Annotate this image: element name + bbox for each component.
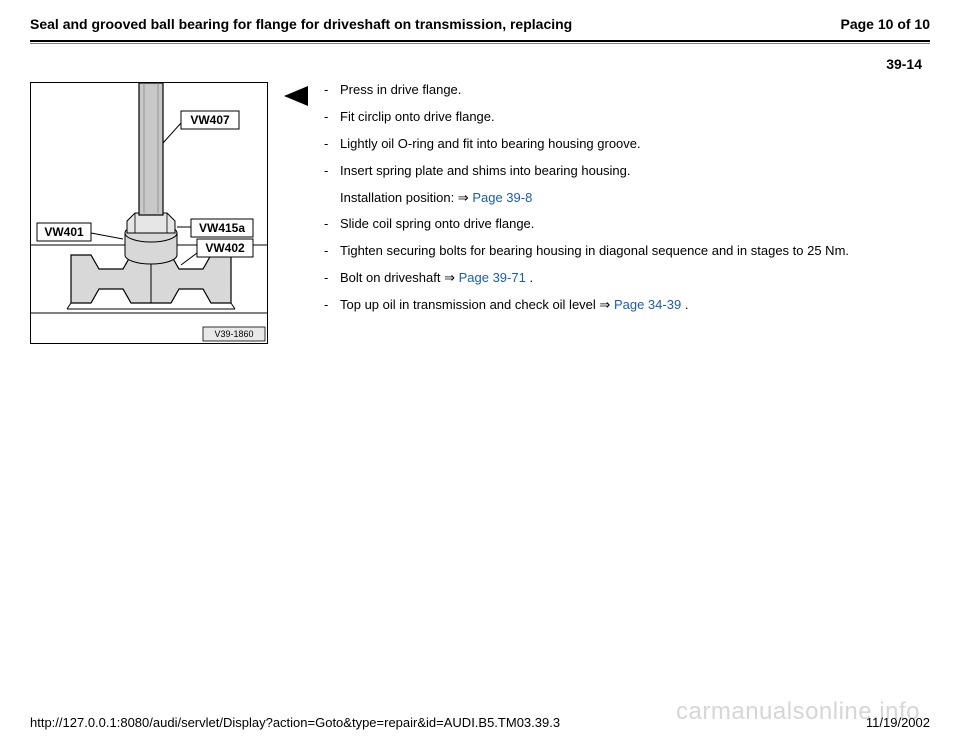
footer: http://127.0.0.1:8080/audi/servlet/Displ… xyxy=(30,715,930,730)
list-item: - Top up oil in transmission and check o… xyxy=(324,297,930,314)
header-rule-bottom xyxy=(30,43,930,44)
page-link[interactable]: Page 39-71 xyxy=(459,270,526,285)
pointer-arrow xyxy=(282,82,310,113)
header-page-label: Page 10 of 10 xyxy=(841,16,931,32)
list-item: - Slide coil spring onto drive flange. xyxy=(324,216,930,233)
list-item: - Fit circlip onto drive flange. xyxy=(324,109,930,126)
instruction-list: - Press in drive flange. - Fit circlip o… xyxy=(324,82,930,324)
header-title: Seal and grooved ball bearing for flange… xyxy=(30,16,572,32)
page-link[interactable]: Page 34-39 xyxy=(614,297,681,312)
footer-url: http://127.0.0.1:8080/audi/servlet/Displ… xyxy=(30,715,560,730)
svg-text:VW401: VW401 xyxy=(44,225,84,239)
svg-text:VW402: VW402 xyxy=(205,241,245,255)
header-rule-top xyxy=(30,40,930,42)
list-item: - Press in drive flange. xyxy=(324,82,930,99)
list-item: - Lightly oil O-ring and fit into bearin… xyxy=(324,136,930,153)
svg-text:V39-1860: V39-1860 xyxy=(214,329,253,339)
technical-figure: VW407 VW401 VW415a VW402 V39-1860 xyxy=(30,82,268,344)
footer-date: 11/19/2002 xyxy=(866,715,930,730)
list-item: - Insert spring plate and shims into bea… xyxy=(324,163,930,180)
nested-note: Installation position: ⇒ Page 39-8 xyxy=(324,190,930,207)
svg-text:VW415a: VW415a xyxy=(199,221,245,235)
section-number: 39-14 xyxy=(30,56,930,72)
list-item: - Bolt on driveshaft ⇒ Page 39-71 . xyxy=(324,270,930,287)
list-item: - Tighten securing bolts for bearing hou… xyxy=(324,243,930,260)
svg-text:VW407: VW407 xyxy=(190,113,230,127)
page-link[interactable]: Page 39-8 xyxy=(472,190,532,205)
